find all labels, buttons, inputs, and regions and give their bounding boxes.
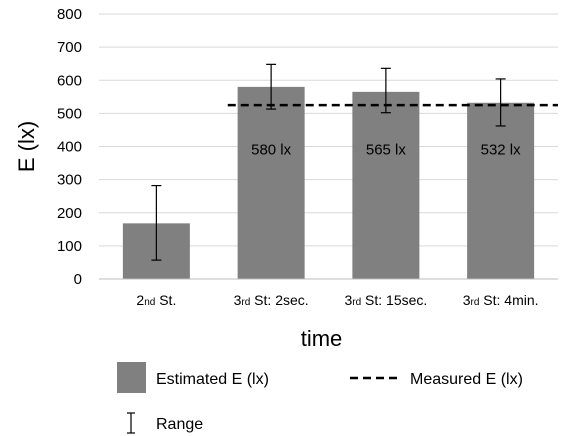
y-axis-ticks: 0 100 200 300 400 500 600 700 800	[57, 6, 82, 288]
bar-value-label: 532 lx	[481, 142, 522, 159]
bar-labels: 580 lx 565 lx 532 lx	[251, 142, 521, 159]
bar	[467, 102, 535, 280]
bar	[352, 91, 420, 279]
y-tick-label: 800	[57, 6, 82, 23]
bars	[122, 86, 535, 280]
x-axis-title: time	[301, 326, 343, 351]
y-tick-label: 0	[74, 271, 82, 288]
legend-estimated-label: Estimated E (lx)	[156, 371, 269, 388]
bar-value-label: 580 lx	[251, 142, 292, 159]
bar-value-label: 565 lx	[366, 142, 407, 159]
y-tick-label: 700	[57, 39, 82, 56]
legend-measured-label: Measured E (lx)	[410, 371, 523, 388]
gridlines	[99, 13, 558, 247]
x-axis-categories: 2nd St. 3rd St: 2sec. 3rd St: 15sec. 3rd St…	[136, 292, 538, 308]
y-tick-label: 600	[57, 72, 82, 89]
legend: Estimated E (lx) Measured E (lx) Range	[117, 362, 523, 434]
y-tick-label: 500	[57, 105, 82, 122]
y-tick-label: 100	[57, 238, 82, 255]
y-tick-label: 300	[57, 172, 82, 189]
x-category-label: 2nd St.	[136, 292, 176, 308]
x-category-label: 3rd St: 2sec.	[234, 292, 309, 308]
bar	[237, 86, 305, 279]
legend-bar-swatch	[117, 362, 146, 393]
range-bar	[495, 78, 506, 127]
y-tick-label: 200	[57, 205, 82, 222]
legend-range-label: Range	[156, 416, 203, 433]
range-bar	[266, 63, 277, 110]
x-category-label: 3rd St: 15sec.	[344, 292, 427, 308]
x-category-label: 3rd St: 4min.	[463, 292, 539, 308]
range-bars	[151, 63, 506, 261]
legend-range-swatch	[127, 412, 135, 434]
y-axis-title: E (lx)	[14, 121, 39, 172]
range-bar	[151, 184, 162, 261]
y-tick-label: 400	[57, 139, 82, 156]
